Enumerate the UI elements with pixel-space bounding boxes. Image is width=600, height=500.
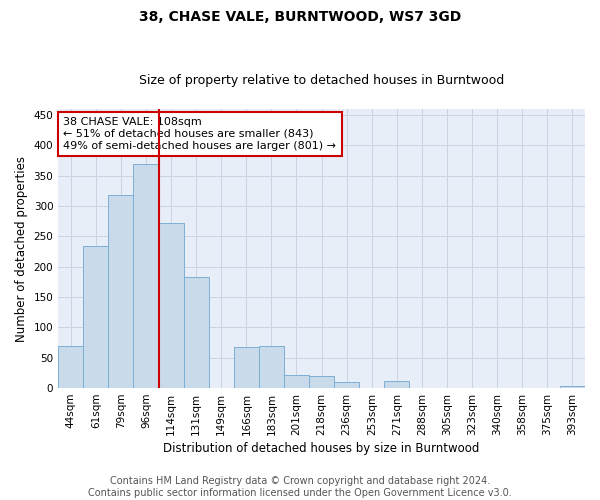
Bar	[184, 277, 209, 388]
Bar	[284, 374, 309, 388]
Bar	[385, 382, 409, 388]
Title: Size of property relative to detached houses in Burntwood: Size of property relative to detached ho…	[139, 74, 504, 87]
Text: 38 CHASE VALE: 108sqm
← 51% of detached houses are smaller (843)
49% of semi-det: 38 CHASE VALE: 108sqm ← 51% of detached …	[64, 118, 337, 150]
Text: 38, CHASE VALE, BURNTWOOD, WS7 3GD: 38, CHASE VALE, BURNTWOOD, WS7 3GD	[139, 10, 461, 24]
Bar	[259, 346, 284, 388]
Bar	[234, 347, 259, 388]
Bar	[309, 376, 334, 388]
X-axis label: Distribution of detached houses by size in Burntwood: Distribution of detached houses by size …	[163, 442, 480, 455]
Text: Contains HM Land Registry data © Crown copyright and database right 2024.
Contai: Contains HM Land Registry data © Crown c…	[88, 476, 512, 498]
Bar	[133, 164, 158, 388]
Bar	[83, 246, 109, 388]
Bar	[334, 382, 359, 388]
Y-axis label: Number of detached properties: Number of detached properties	[15, 156, 28, 342]
Bar	[158, 223, 184, 388]
Bar	[109, 195, 133, 388]
Bar	[560, 386, 585, 388]
Bar	[58, 346, 83, 388]
